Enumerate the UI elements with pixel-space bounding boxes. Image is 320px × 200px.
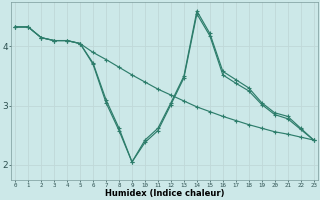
X-axis label: Humidex (Indice chaleur): Humidex (Indice chaleur) (105, 189, 224, 198)
